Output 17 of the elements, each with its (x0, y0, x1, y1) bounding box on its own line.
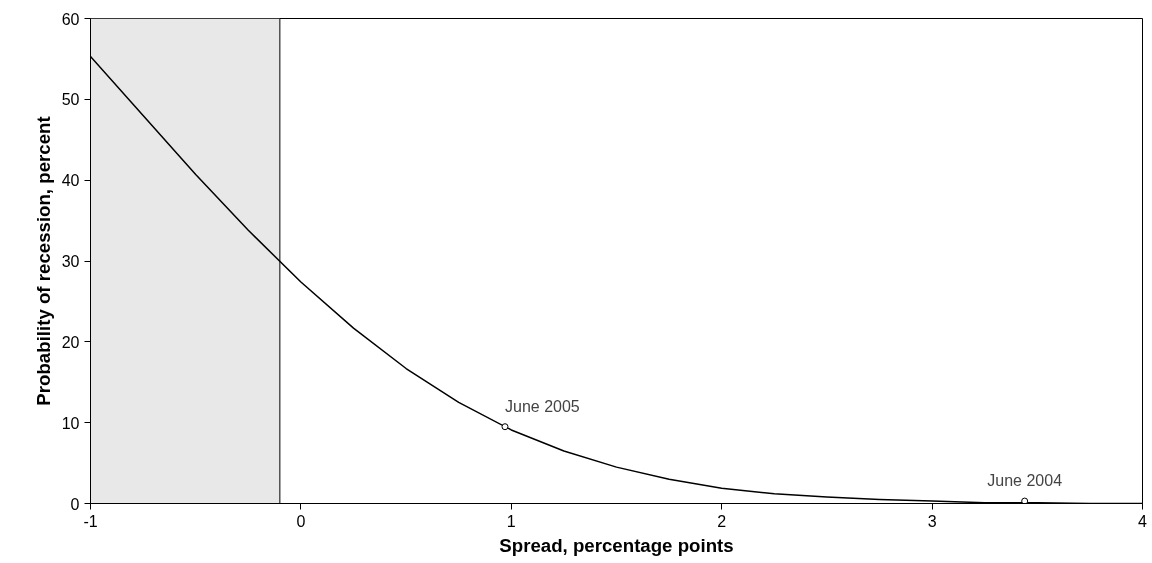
annotation: June 2004 (987, 472, 1063, 490)
y-tick-label: 30 (61, 253, 80, 270)
y-tick-label: 20 (61, 333, 80, 351)
x-tick-label: -1 (83, 512, 98, 530)
annotation: June 2005 (504, 397, 580, 415)
y-tick-label: 60 (61, 10, 80, 28)
x-tick-label: 1 (506, 512, 516, 530)
y-tick-label: 40 (61, 172, 80, 190)
x-tick-label: 3 (927, 512, 937, 530)
x-tick-label: 2 (717, 512, 727, 530)
x-tick-label: 0 (296, 512, 306, 530)
y-tick-label: 10 (61, 414, 80, 432)
x-tick-label: 4 (1138, 512, 1148, 530)
y-axis-title: Probability of recession, percent (32, 116, 54, 406)
y-tick-label: 50 (61, 91, 80, 109)
x-axis-title: Spread, percentage points (499, 534, 734, 556)
y-tick-label: 0 (70, 495, 80, 513)
